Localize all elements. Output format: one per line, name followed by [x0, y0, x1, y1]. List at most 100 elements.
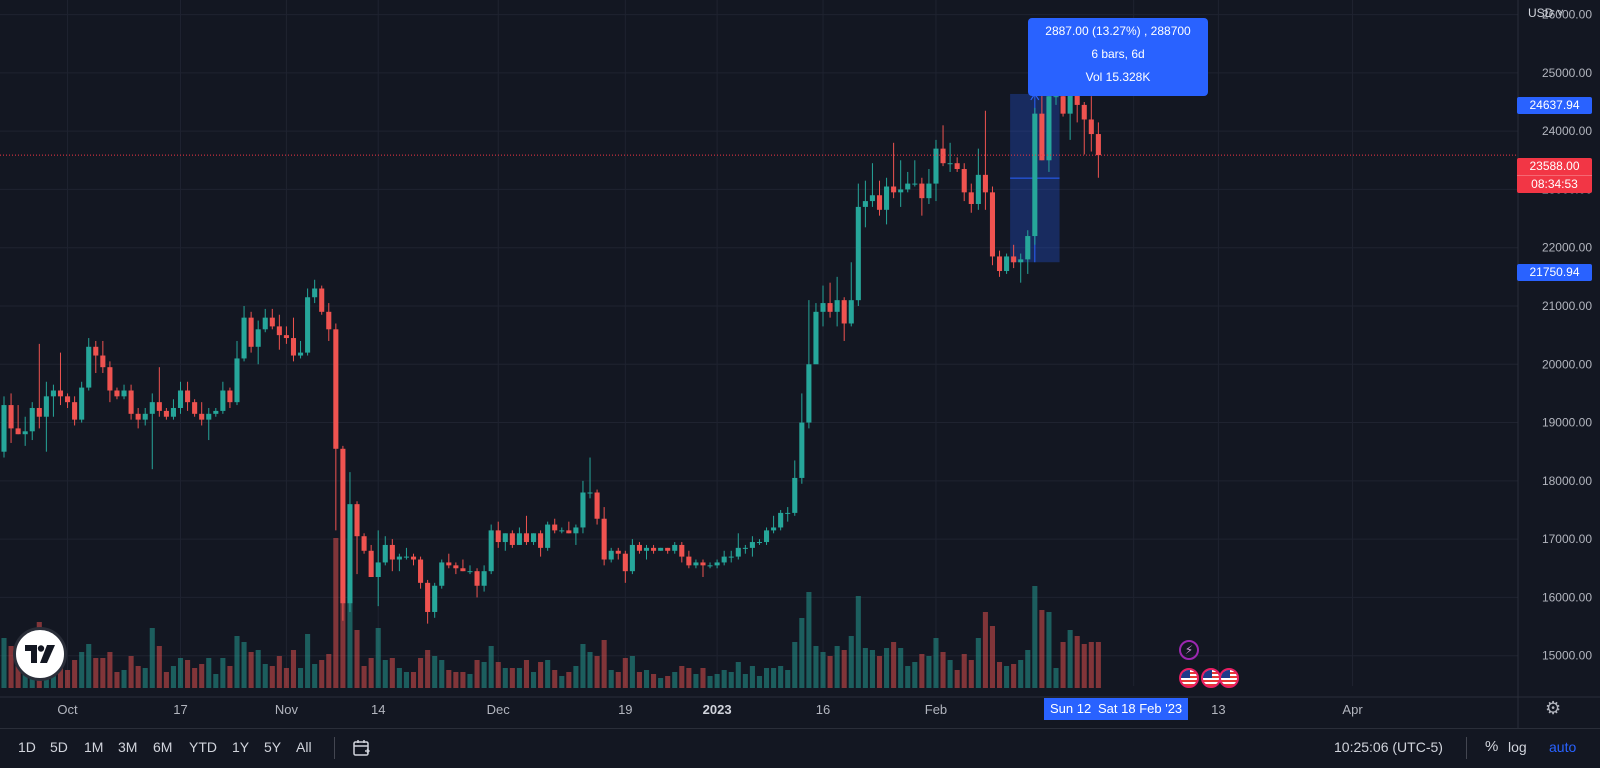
- candle-body: [749, 542, 755, 548]
- candle-body: [672, 544, 678, 551]
- candle-body: [312, 288, 318, 298]
- range-button-6m[interactable]: 6M: [153, 739, 173, 755]
- candle-body: [912, 183, 918, 185]
- candle: [862, 180, 868, 228]
- volume-bar: [453, 672, 459, 688]
- candle: [552, 518, 558, 534]
- volume-bar: [460, 672, 466, 688]
- volume-bar: [608, 670, 614, 688]
- volume-bar: [262, 664, 268, 688]
- candle-body: [594, 492, 600, 519]
- candle: [199, 402, 205, 426]
- volume-bar: [481, 662, 487, 688]
- calendar-goto-date-icon[interactable]: [352, 738, 372, 758]
- candle: [545, 521, 551, 551]
- candle: [361, 533, 367, 554]
- volume-bar: [156, 646, 162, 688]
- currency-label: USD: [1528, 6, 1554, 20]
- candle: [721, 550, 727, 566]
- candle: [467, 565, 473, 575]
- percent-scale-button[interactable]: %: [1485, 738, 1499, 755]
- volume-bar: [735, 662, 741, 688]
- candle: [177, 381, 184, 414]
- range-button-1d[interactable]: 1D: [18, 739, 36, 755]
- candle: [700, 559, 706, 578]
- candle-body: [241, 317, 247, 359]
- volume-bar: [700, 668, 706, 688]
- currency-selector[interactable]: USD ˅: [1528, 6, 1564, 20]
- us-flag-event-icon[interactable]: [1179, 668, 1199, 688]
- volume-bar: [862, 648, 868, 688]
- volume-bar: [418, 658, 424, 688]
- candle: [1, 396, 7, 458]
- volume-bar: [403, 672, 409, 688]
- candle-body: [410, 556, 417, 560]
- candle: [601, 507, 607, 566]
- candle-body: [128, 390, 134, 414]
- candle-body: [340, 448, 346, 604]
- range-button-1y[interactable]: 1Y: [232, 739, 250, 755]
- tradingview-logo[interactable]: [13, 627, 67, 681]
- candle: [982, 110, 988, 210]
- range-button-all[interactable]: All: [296, 739, 312, 755]
- settings-gear-icon[interactable]: ⚙: [1545, 698, 1562, 718]
- candle: [876, 180, 883, 216]
- range-button-1m[interactable]: 1M: [84, 739, 104, 755]
- candle: [439, 559, 445, 589]
- candle-body: [234, 358, 240, 403]
- candle-body: [283, 335, 289, 339]
- candle: [742, 544, 748, 554]
- time-tick-label: Nov: [275, 702, 299, 717]
- chart-area[interactable]: 15000.00 16000.00 17000.00 18000.00 19000.00…: [0, 0, 1600, 728]
- candle-body: [1053, 96, 1059, 98]
- candle: [262, 308, 268, 333]
- candle-body: [290, 338, 297, 356]
- volume-bar: [834, 646, 840, 688]
- volume-bar: [107, 652, 113, 688]
- candle: [50, 384, 56, 417]
- candle: [389, 539, 395, 572]
- clock-timezone[interactable]: 10:25:06 (UTC-5): [1334, 739, 1443, 755]
- candle: [446, 553, 452, 569]
- range-button-5d[interactable]: 5D: [50, 739, 68, 755]
- volume-bar: [982, 612, 988, 688]
- volume-bar: [672, 672, 678, 688]
- volume-bar: [220, 658, 226, 688]
- candle-body: [989, 192, 996, 257]
- candle-body: [721, 556, 727, 563]
- candle: [1018, 253, 1024, 283]
- volume-bar: [693, 674, 699, 688]
- candle-body: [1067, 81, 1073, 114]
- candle-body: [425, 582, 431, 612]
- us-flag-event-icon[interactable]: [1201, 668, 1221, 688]
- candle: [418, 556, 424, 589]
- last-price-value: 23588.00: [1529, 159, 1580, 173]
- candle: [538, 530, 544, 557]
- candle-body: [940, 148, 946, 164]
- range-button-ytd[interactable]: YTD: [189, 739, 217, 755]
- us-flag-event-icon[interactable]: [1219, 668, 1239, 688]
- candle: [884, 177, 890, 225]
- volume-bar: [1060, 642, 1066, 688]
- volume-bar: [707, 676, 713, 688]
- candle: [827, 282, 833, 318]
- measure-end-date-tag: Sat 18 Feb '23: [1092, 698, 1189, 720]
- candle-body: [651, 547, 657, 551]
- candle: [425, 579, 431, 624]
- log-scale-button[interactable]: log: [1508, 739, 1527, 755]
- candle-body: [636, 544, 642, 551]
- range-button-3m[interactable]: 3M: [118, 739, 138, 755]
- candle: [185, 381, 191, 411]
- price-tick-label: 22000.00: [1542, 241, 1592, 255]
- volume-bar: [961, 654, 967, 688]
- volume-bar: [523, 660, 530, 688]
- grid: [0, 0, 1600, 728]
- volume-bar: [8, 646, 14, 688]
- auto-scale-button[interactable]: auto: [1549, 739, 1577, 755]
- lightning-event-icon[interactable]: ⚡: [1179, 640, 1199, 660]
- candle-body: [1046, 96, 1052, 161]
- range-button-5y[interactable]: 5Y: [264, 739, 282, 755]
- candle-body: [771, 527, 777, 531]
- price-tick-label: 15000.00: [1542, 649, 1592, 663]
- candle: [806, 300, 812, 429]
